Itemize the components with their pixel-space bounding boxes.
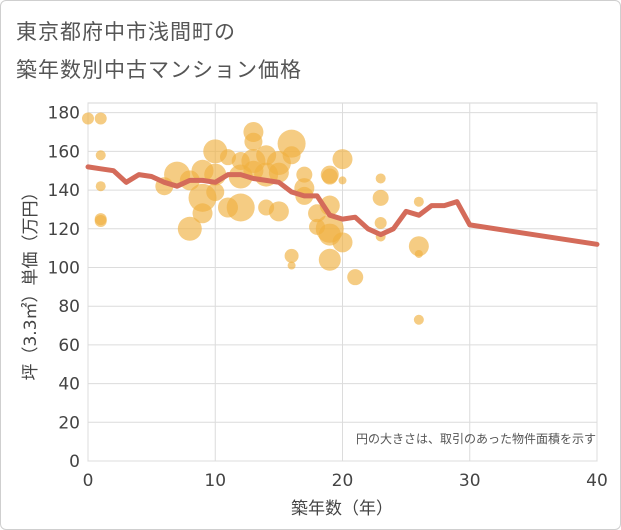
bubble-point [408,236,429,257]
chart-title-line2: 築年数別中古マンション価格 [16,58,302,82]
y-tick-label: 80 [58,297,80,317]
y-tick-label: 20 [58,413,80,433]
bubble-point [268,162,289,183]
bubble-point [94,112,107,125]
y-tick-label: 160 [48,142,80,162]
bubble-point [284,248,299,263]
bubble-point [374,216,387,229]
bubble-point [82,112,94,125]
bubble-size-note: 円の大きさは、取引のあった物件面積を示す [356,431,596,446]
bubble-point [282,146,301,165]
x-tick-label: 40 [586,471,608,491]
y-axis-label: 坪（3.3㎡）単価（万円） [21,183,41,380]
bubble-point [332,232,353,253]
bubble-point [338,176,347,185]
bubble-point [244,132,263,151]
bubble-point [177,216,202,241]
bubble-point [414,249,423,258]
x-axis-label: 築年数（年） [291,499,393,519]
y-tick-label: 40 [58,375,80,395]
y-tick-label: 140 [48,181,80,201]
tick-labels: 0 20 40 60 80 100 120 140 160 180 0 10 20 30 40 [48,104,608,491]
bubble-point [413,196,424,207]
x-tick-label: 20 [332,471,354,491]
y-tick-label: 180 [48,104,80,124]
bubble-point [321,168,338,185]
trend-layer [85,164,600,247]
bubble-point [372,189,389,206]
bubble-point [95,150,106,161]
chart-title-line1: 東京都府中市浅間町の [16,20,236,44]
bubble-point [95,181,106,192]
bubble-point [332,149,353,170]
grid-lines [87,103,598,462]
y-tick-label: 100 [48,258,80,278]
average-price-line [85,164,600,247]
y-tick-label: 120 [48,220,80,240]
bubble-point [206,183,225,202]
bubble-point [226,193,255,222]
y-tick-label: 60 [58,336,80,356]
bubble-point [318,248,341,271]
bubble-point [347,269,364,286]
x-tick-label: 30 [459,471,481,491]
x-tick-label: 10 [204,471,226,491]
bubble-point [287,261,296,270]
y-tick-label: 0 [69,452,80,472]
bubble-point [94,215,107,228]
x-tick-label: 0 [83,471,94,491]
bubble-point [268,201,289,222]
bubble-point [413,314,424,325]
bubble-point [375,173,386,184]
bubble-point [192,203,213,224]
bubble-point [296,166,313,183]
